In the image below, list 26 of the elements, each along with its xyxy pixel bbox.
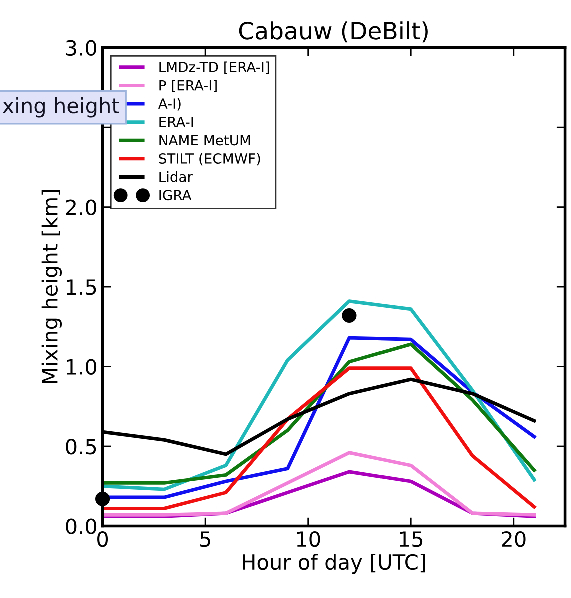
legend-label: LMDz-TD [ERA-I]: [160, 62, 270, 74]
y-axis-title: Mixing height [km]: [42, 190, 62, 384]
y-tick-label: 0.0: [66, 518, 97, 534]
x-axis-title: Hour of day [UTC]: [243, 554, 426, 574]
x-tick-label: 15: [400, 532, 423, 548]
legend-label: Lidar: [160, 172, 193, 182]
line-series: [102, 300, 536, 492]
x-tick-label: 0: [98, 531, 108, 548]
y-tick-label: 0.5: [66, 438, 96, 455]
line-series: [102, 451, 536, 517]
y-tick-label: 1.0: [67, 359, 97, 375]
legend-label: P [ERA-I]: [160, 80, 217, 92]
legend-label: ERA-I: [160, 117, 194, 128]
y-tick-label: 2.0: [66, 200, 97, 216]
chart-title: Cabauw (DeBilt): [239, 22, 428, 43]
legend-label: NAME MetUM: [160, 135, 250, 146]
annotation: xing height: [2, 98, 120, 118]
y-tick-label: 3.0: [66, 40, 97, 56]
x-tick-label: 5: [200, 532, 210, 548]
line-series: [102, 366, 536, 510]
x-tick-label: 20: [502, 531, 526, 548]
y-tick-label: 1.5: [67, 280, 96, 296]
legend-label: STILT (ECMWF): [159, 153, 260, 166]
x-tick-label: 10: [297, 531, 320, 548]
legend-label: IGRA: [160, 190, 192, 201]
legend-label: A-I): [158, 98, 181, 111]
